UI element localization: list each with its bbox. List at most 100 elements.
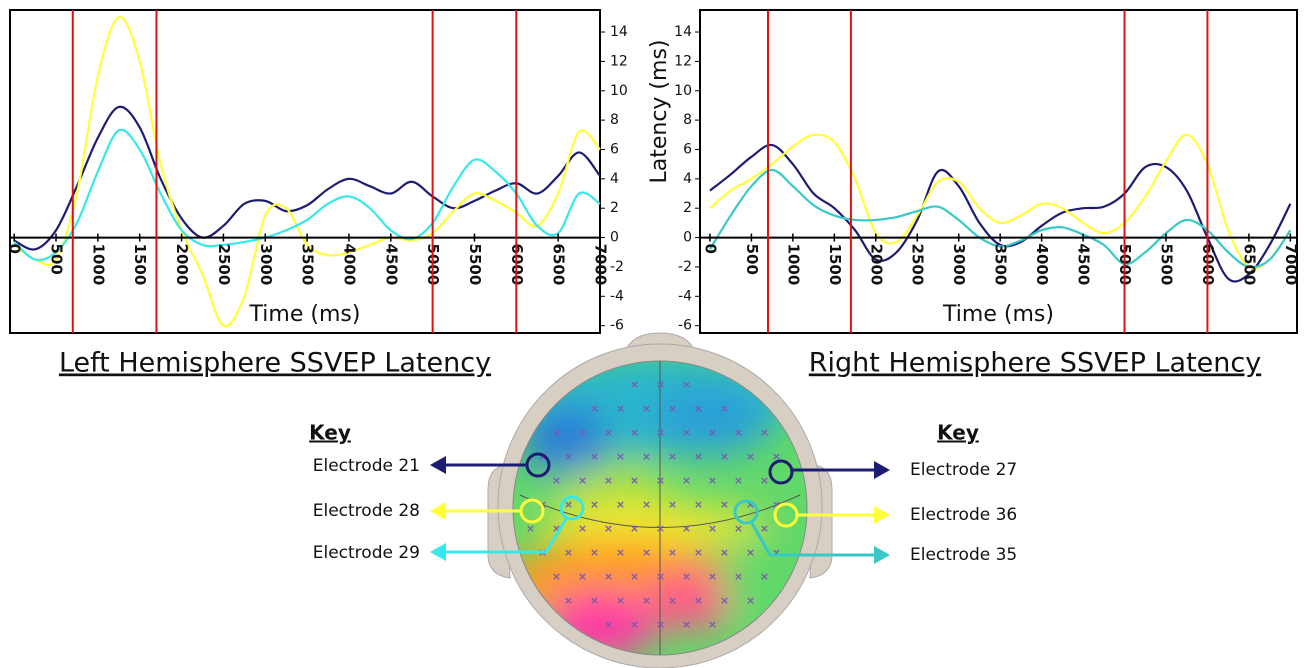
electrode-mark: × (668, 450, 677, 463)
electrode-mark: × (656, 474, 665, 487)
x-tick-label: 4000 (1033, 244, 1051, 286)
electrode-mark: × (668, 594, 677, 607)
electrode-mark: × (552, 426, 561, 439)
y-tick-label: 12 (610, 53, 628, 69)
electrode-mark: × (760, 426, 769, 439)
electrode-mark: × (734, 426, 743, 439)
y-tick-label: 8 (683, 112, 692, 128)
electrode-mark: × (616, 546, 625, 559)
electrode-mark: × (604, 618, 613, 631)
x-tick-label: 500 (48, 244, 66, 275)
electrode-mark: × (604, 426, 613, 439)
y-tick-label: 4 (683, 171, 692, 187)
x-tick-label: 4000 (340, 244, 358, 286)
electrode-mark: × (590, 546, 599, 559)
electrode-mark: × (590, 594, 599, 607)
y-tick-label: 6 (683, 141, 692, 157)
electrode-mark: × (694, 594, 703, 607)
x-tick-label: 0 (6, 244, 24, 254)
x-tick-label: 7000 (1282, 244, 1300, 286)
x-tick-label: 2000 (173, 244, 191, 286)
electrode-mark: × (564, 546, 573, 559)
arrow-head (874, 461, 890, 479)
key-title: Key (937, 421, 979, 445)
electrode-mark: × (760, 522, 769, 535)
y-tick-label: 10 (610, 83, 628, 99)
y-tick-label: 2 (683, 200, 692, 216)
electrode-mark: × (772, 546, 781, 559)
figure: ××××××××××××××××××××××××××××××××××××××××… (0, 0, 1304, 668)
arrow-head (874, 546, 890, 564)
electrode-mark: × (668, 546, 677, 559)
electrode-mark: × (642, 402, 651, 415)
legend-entry: Electrode 29 (313, 543, 420, 563)
electrode-mark: × (682, 378, 691, 391)
electrode-mark: × (760, 474, 769, 487)
electrode-mark: × (746, 450, 755, 463)
electrode-mark: × (656, 378, 665, 391)
arrow-head (874, 506, 890, 524)
y-tick-label: 0 (683, 230, 692, 246)
x-tick-label: 6500 (550, 244, 568, 286)
electrode-mark: × (590, 450, 599, 463)
x-tick-label: 1500 (131, 244, 149, 286)
arrow-head (430, 502, 446, 520)
y-tick-label: -4 (678, 288, 692, 304)
x-tick-label: 4500 (382, 244, 400, 286)
x-tick-label: 7000 (592, 244, 610, 286)
electrode-mark: × (552, 570, 561, 583)
y-tick-label: -2 (610, 259, 624, 275)
electrode-mark: × (720, 594, 729, 607)
electrode-mark: × (708, 474, 717, 487)
electrode-mark: × (708, 426, 717, 439)
electrode-mark: × (682, 522, 691, 535)
legend-entry: Electrode 35 (910, 545, 1017, 565)
electrode-mark: × (734, 570, 743, 583)
electrode-mark: × (720, 402, 729, 415)
electrode-mark: × (656, 522, 665, 535)
electrode-mark: × (564, 594, 573, 607)
electrode-mark: × (616, 594, 625, 607)
key-title: Key (309, 421, 351, 445)
electrode-mark: × (578, 522, 587, 535)
y-tick-label: -2 (678, 259, 692, 275)
legend-entry: Electrode 28 (313, 501, 420, 521)
electrode-mark: × (746, 546, 755, 559)
electrode-mark: × (656, 426, 665, 439)
electrode-mark: × (604, 522, 613, 535)
electrode-mark: × (694, 546, 703, 559)
x-tick-label: 1000 (784, 244, 802, 286)
electrode-mark: × (578, 474, 587, 487)
electrode-mark: × (708, 618, 717, 631)
x-axis-label: Time (ms) (249, 302, 361, 327)
y-tick-label: 0 (610, 230, 619, 246)
x-tick-label: 2500 (909, 244, 927, 286)
electrode-mark: × (616, 498, 625, 511)
electrode-mark: × (760, 570, 769, 583)
x-tick-label: 1500 (826, 244, 844, 286)
y-tick-label: 12 (674, 53, 692, 69)
electrode-mark: × (590, 402, 599, 415)
electrode-mark: × (708, 522, 717, 535)
electrode-mark: × (746, 594, 755, 607)
x-axis-label: Time (ms) (942, 302, 1054, 327)
head-map: ××××××××××××××××××××××××××××××××××××××××… (488, 333, 832, 668)
y-tick-label: -4 (610, 288, 624, 304)
y-tick-label: 2 (610, 200, 619, 216)
electrode-mark: × (694, 498, 703, 511)
x-tick-label: 3000 (257, 244, 275, 286)
electrode-mark: × (590, 498, 599, 511)
legend-entry: Electrode 21 (313, 456, 420, 476)
electrode-mark: × (682, 474, 691, 487)
electrode-mark: × (656, 570, 665, 583)
y-tick-label: -6 (610, 318, 624, 334)
legend-entry: Electrode 36 (910, 505, 1017, 525)
x-tick-label: 2000 (867, 244, 885, 286)
electrode-mark: × (630, 426, 639, 439)
x-tick-label: 3500 (299, 244, 317, 286)
x-tick-label: 0 (701, 244, 719, 254)
y-tick-label: 8 (610, 112, 619, 128)
electrode-mark: × (578, 426, 587, 439)
electrode-mark: × (682, 570, 691, 583)
y-tick-label: 4 (610, 171, 619, 187)
